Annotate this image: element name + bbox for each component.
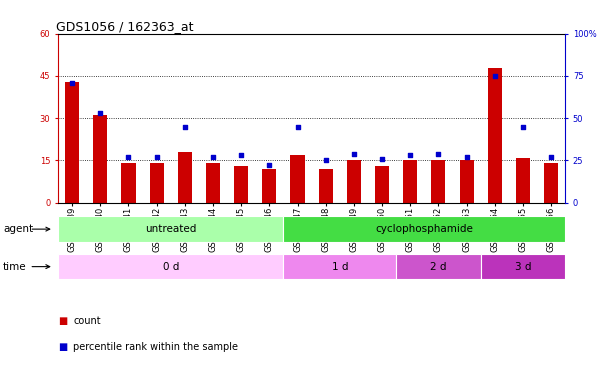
Bar <box>284 216 565 242</box>
Bar <box>459 160 474 202</box>
Bar <box>396 254 481 279</box>
Bar <box>284 254 396 279</box>
Text: 0 d: 0 d <box>163 262 179 272</box>
Text: ■: ■ <box>58 342 67 352</box>
Bar <box>122 163 136 202</box>
Point <box>518 124 528 130</box>
Bar <box>290 154 304 203</box>
Text: ■: ■ <box>58 316 67 326</box>
Text: agent: agent <box>3 224 33 234</box>
Bar <box>234 166 248 202</box>
Bar <box>178 152 192 202</box>
Bar <box>516 158 530 203</box>
Point <box>152 154 161 160</box>
Point <box>349 151 359 157</box>
Bar <box>431 160 445 202</box>
Bar <box>544 163 558 202</box>
Point <box>462 154 472 160</box>
Point <box>434 151 444 157</box>
Text: 3 d: 3 d <box>514 262 531 272</box>
Text: cyclophosphamide: cyclophosphamide <box>375 224 474 234</box>
Bar <box>65 82 79 203</box>
Text: untreated: untreated <box>145 224 196 234</box>
Text: 1 d: 1 d <box>332 262 348 272</box>
Text: percentile rank within the sample: percentile rank within the sample <box>73 342 238 352</box>
Bar <box>206 163 220 202</box>
Point <box>95 110 105 116</box>
Point <box>546 154 556 160</box>
Point <box>377 156 387 162</box>
Text: GDS1056 / 162363_at: GDS1056 / 162363_at <box>56 20 193 33</box>
Point <box>236 152 246 158</box>
Bar <box>150 163 164 202</box>
Point <box>293 124 302 130</box>
Point <box>405 152 415 158</box>
Text: 2 d: 2 d <box>430 262 447 272</box>
Bar <box>319 169 333 202</box>
Bar <box>347 160 361 202</box>
Bar <box>403 160 417 202</box>
Bar <box>58 216 284 242</box>
Text: count: count <box>73 316 101 326</box>
Point <box>123 154 133 160</box>
Bar <box>488 68 502 203</box>
Point <box>180 124 189 130</box>
Bar <box>262 169 276 202</box>
Bar <box>481 254 565 279</box>
Point <box>208 154 218 160</box>
Point <box>67 80 77 86</box>
Bar <box>375 166 389 202</box>
Point <box>265 162 274 168</box>
Point <box>490 73 500 79</box>
Point <box>321 158 331 164</box>
Bar <box>58 254 284 279</box>
Bar <box>93 116 108 202</box>
Text: time: time <box>3 262 27 272</box>
